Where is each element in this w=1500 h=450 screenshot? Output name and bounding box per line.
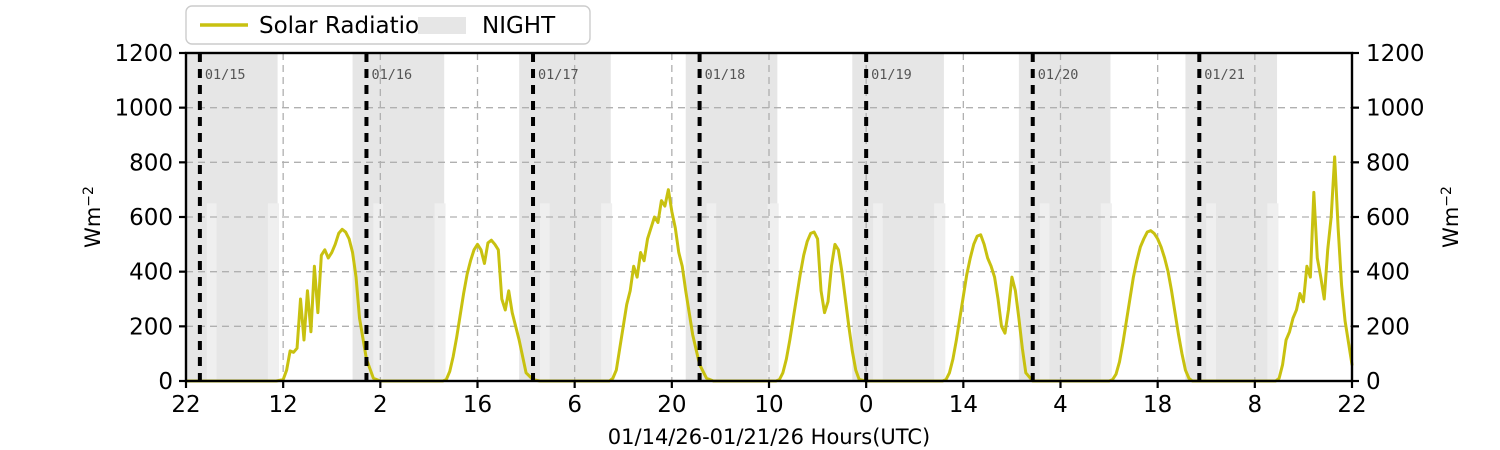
day-divider-label: 01/19 xyxy=(871,67,912,83)
y-axis-tick-label: 200 xyxy=(129,314,173,340)
y2-axis-tick-label: 800 xyxy=(1366,150,1410,176)
y-axis-tick-label: 1000 xyxy=(114,96,173,122)
x-axis-tick-label: 4 xyxy=(1053,392,1068,418)
twilight-bar xyxy=(1039,203,1050,381)
x-axis-tick-label: 14 xyxy=(949,392,978,418)
twilight-bar xyxy=(934,203,946,381)
twilight-bar xyxy=(873,203,883,381)
day-divider-label: 01/21 xyxy=(1204,67,1245,83)
x-axis-tick-label: 6 xyxy=(567,392,582,418)
y2-axis-tick-label: 200 xyxy=(1366,314,1410,340)
x-axis-tick-label: 22 xyxy=(171,392,200,418)
x-axis-tick-label: 8 xyxy=(1248,392,1263,418)
y2-axis-tick-label: 400 xyxy=(1366,260,1410,286)
y-axis-tick-label: 400 xyxy=(129,260,173,286)
x-axis-title: 01/14/26-01/21/26 Hours(UTC) xyxy=(608,425,930,449)
x-axis-tick-label: 0 xyxy=(859,392,874,418)
twilight-bar xyxy=(539,203,550,381)
day-divider-label: 01/15 xyxy=(205,67,246,83)
twilight-bar xyxy=(434,203,446,381)
x-axis-tick-label: 22 xyxy=(1337,392,1366,418)
twilight-bar xyxy=(206,203,217,381)
day-divider-label: 01/20 xyxy=(1038,67,1079,83)
twilight-bar xyxy=(373,203,384,381)
x-axis-tick-label: 2 xyxy=(373,392,388,418)
y-axis-tick-label: 1200 xyxy=(114,41,173,67)
x-axis-tick-label: 10 xyxy=(754,392,783,418)
day-divider-label: 01/16 xyxy=(371,67,412,83)
twilight-bar xyxy=(267,203,280,381)
y2-axis-tick-label: 1200 xyxy=(1366,41,1425,67)
y-axis-tick-label: 600 xyxy=(129,205,173,231)
y-axis-tick-label: 0 xyxy=(158,369,173,395)
twilight-bar xyxy=(1206,203,1216,381)
x-axis-tick-label: 18 xyxy=(1143,392,1172,418)
x-axis-tick-label: 16 xyxy=(463,392,492,418)
day-divider-label: 01/17 xyxy=(538,67,579,83)
twilight-bar xyxy=(706,203,717,381)
x-axis-tick-label: 12 xyxy=(269,392,298,418)
y-axis-tick-label: 800 xyxy=(129,150,173,176)
twilight-bar xyxy=(767,203,779,381)
x-axis-tick-label: 20 xyxy=(657,392,686,418)
twilight-bar xyxy=(601,203,613,381)
y2-axis-tick-label: 600 xyxy=(1366,205,1410,231)
legend-box xyxy=(185,5,591,45)
day-divider-label: 01/18 xyxy=(705,67,746,83)
legend-patch-swatch xyxy=(418,17,466,34)
legend-label-night: NIGHT xyxy=(482,13,556,39)
twilight-bar xyxy=(1100,203,1112,381)
legend-label-solar-radiation: Solar Radiation xyxy=(259,13,434,39)
y2-axis-tick-label: 1000 xyxy=(1366,96,1425,122)
y2-axis-tick-label: 0 xyxy=(1366,369,1381,395)
y-axis-title: Wm−2 xyxy=(81,186,105,248)
y2-axis-title: Wm−2 xyxy=(1439,186,1463,248)
twilight-bar xyxy=(1267,203,1279,381)
